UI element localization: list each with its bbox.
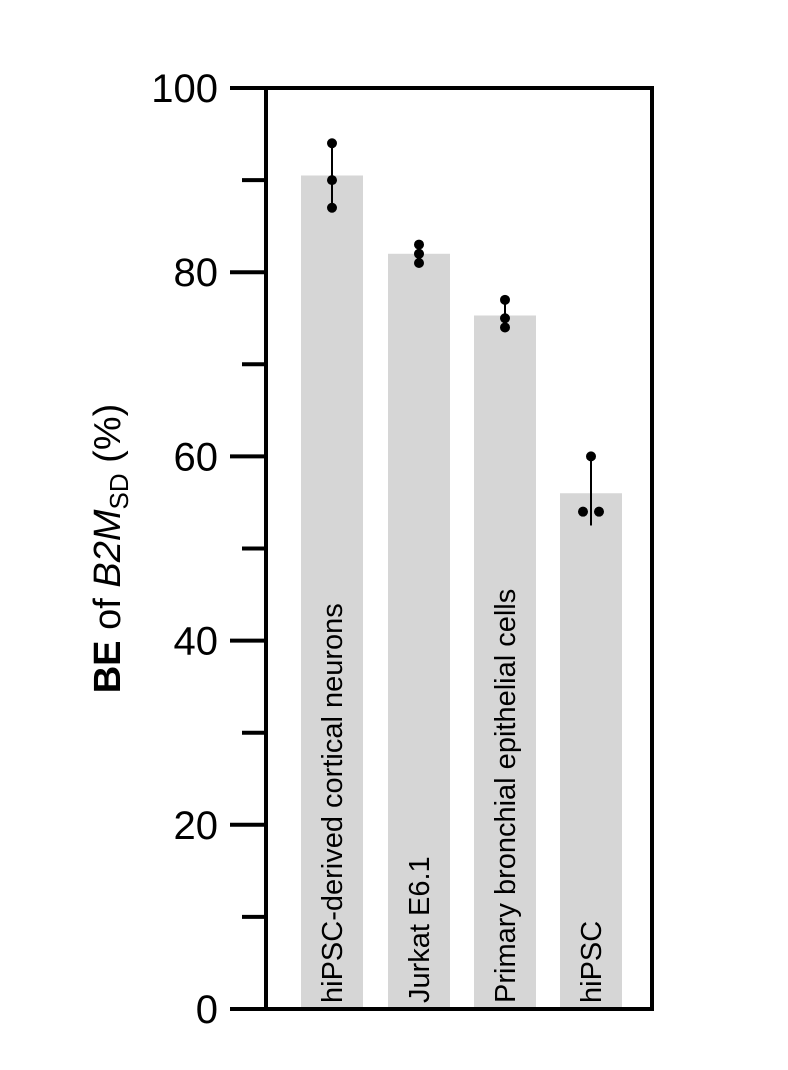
y-tick-label-100: 100 bbox=[151, 67, 218, 111]
data-point-2-3 bbox=[414, 239, 424, 250]
data-point-4-2 bbox=[594, 506, 604, 517]
data-point-1-3 bbox=[327, 138, 337, 149]
data-point-3-1 bbox=[500, 322, 510, 333]
data-point-3-2 bbox=[500, 313, 510, 324]
data-point-2-1 bbox=[414, 257, 424, 268]
bar-labels-group: hiPSC-derived cortical neurons Jurkat E6.… bbox=[317, 589, 608, 1003]
bar-4 bbox=[560, 493, 622, 1009]
y-axis-label-subscript: SD bbox=[104, 473, 134, 509]
data-point-3-3 bbox=[500, 294, 510, 305]
data-point-4-1 bbox=[578, 506, 588, 517]
y-tick-label-40: 40 bbox=[174, 620, 219, 664]
y-axis-label-suffix: (%) bbox=[87, 404, 129, 474]
data-point-2-2 bbox=[414, 248, 424, 259]
data-points-group bbox=[327, 138, 604, 517]
data-point-1-2 bbox=[327, 175, 337, 186]
y-axis-label-of: of bbox=[87, 588, 129, 641]
y-axis-label-gene: B2M bbox=[87, 509, 129, 587]
y-axis-label: BE of B2MSD (%) bbox=[87, 404, 134, 694]
y-tick-label-0: 0 bbox=[196, 988, 218, 1032]
bar-label-2: Jurkat E6.1 bbox=[404, 856, 436, 1003]
y-tick-label-80: 80 bbox=[174, 251, 219, 295]
bar-3 bbox=[474, 315, 536, 1009]
error-bars-group bbox=[331, 143, 592, 526]
y-tick-label-60: 60 bbox=[174, 435, 219, 479]
bar-2 bbox=[388, 253, 450, 1009]
bar-label-3: Primary bronchial epithelial cells bbox=[490, 589, 522, 1003]
bar-label-1: hiPSC-derived cortical neurons bbox=[317, 603, 349, 1003]
bar-label-4: hiPSC bbox=[576, 921, 608, 1003]
data-point-1-1 bbox=[327, 202, 337, 213]
bars-group bbox=[301, 175, 622, 1009]
bar-1 bbox=[301, 175, 363, 1009]
y-tick-label-20: 20 bbox=[174, 804, 219, 848]
data-point-4-3 bbox=[586, 451, 596, 462]
y-axis-ticks: 0 20 40 60 80 100 bbox=[151, 67, 266, 1032]
y-axis-label-bold: BE bbox=[87, 640, 129, 693]
